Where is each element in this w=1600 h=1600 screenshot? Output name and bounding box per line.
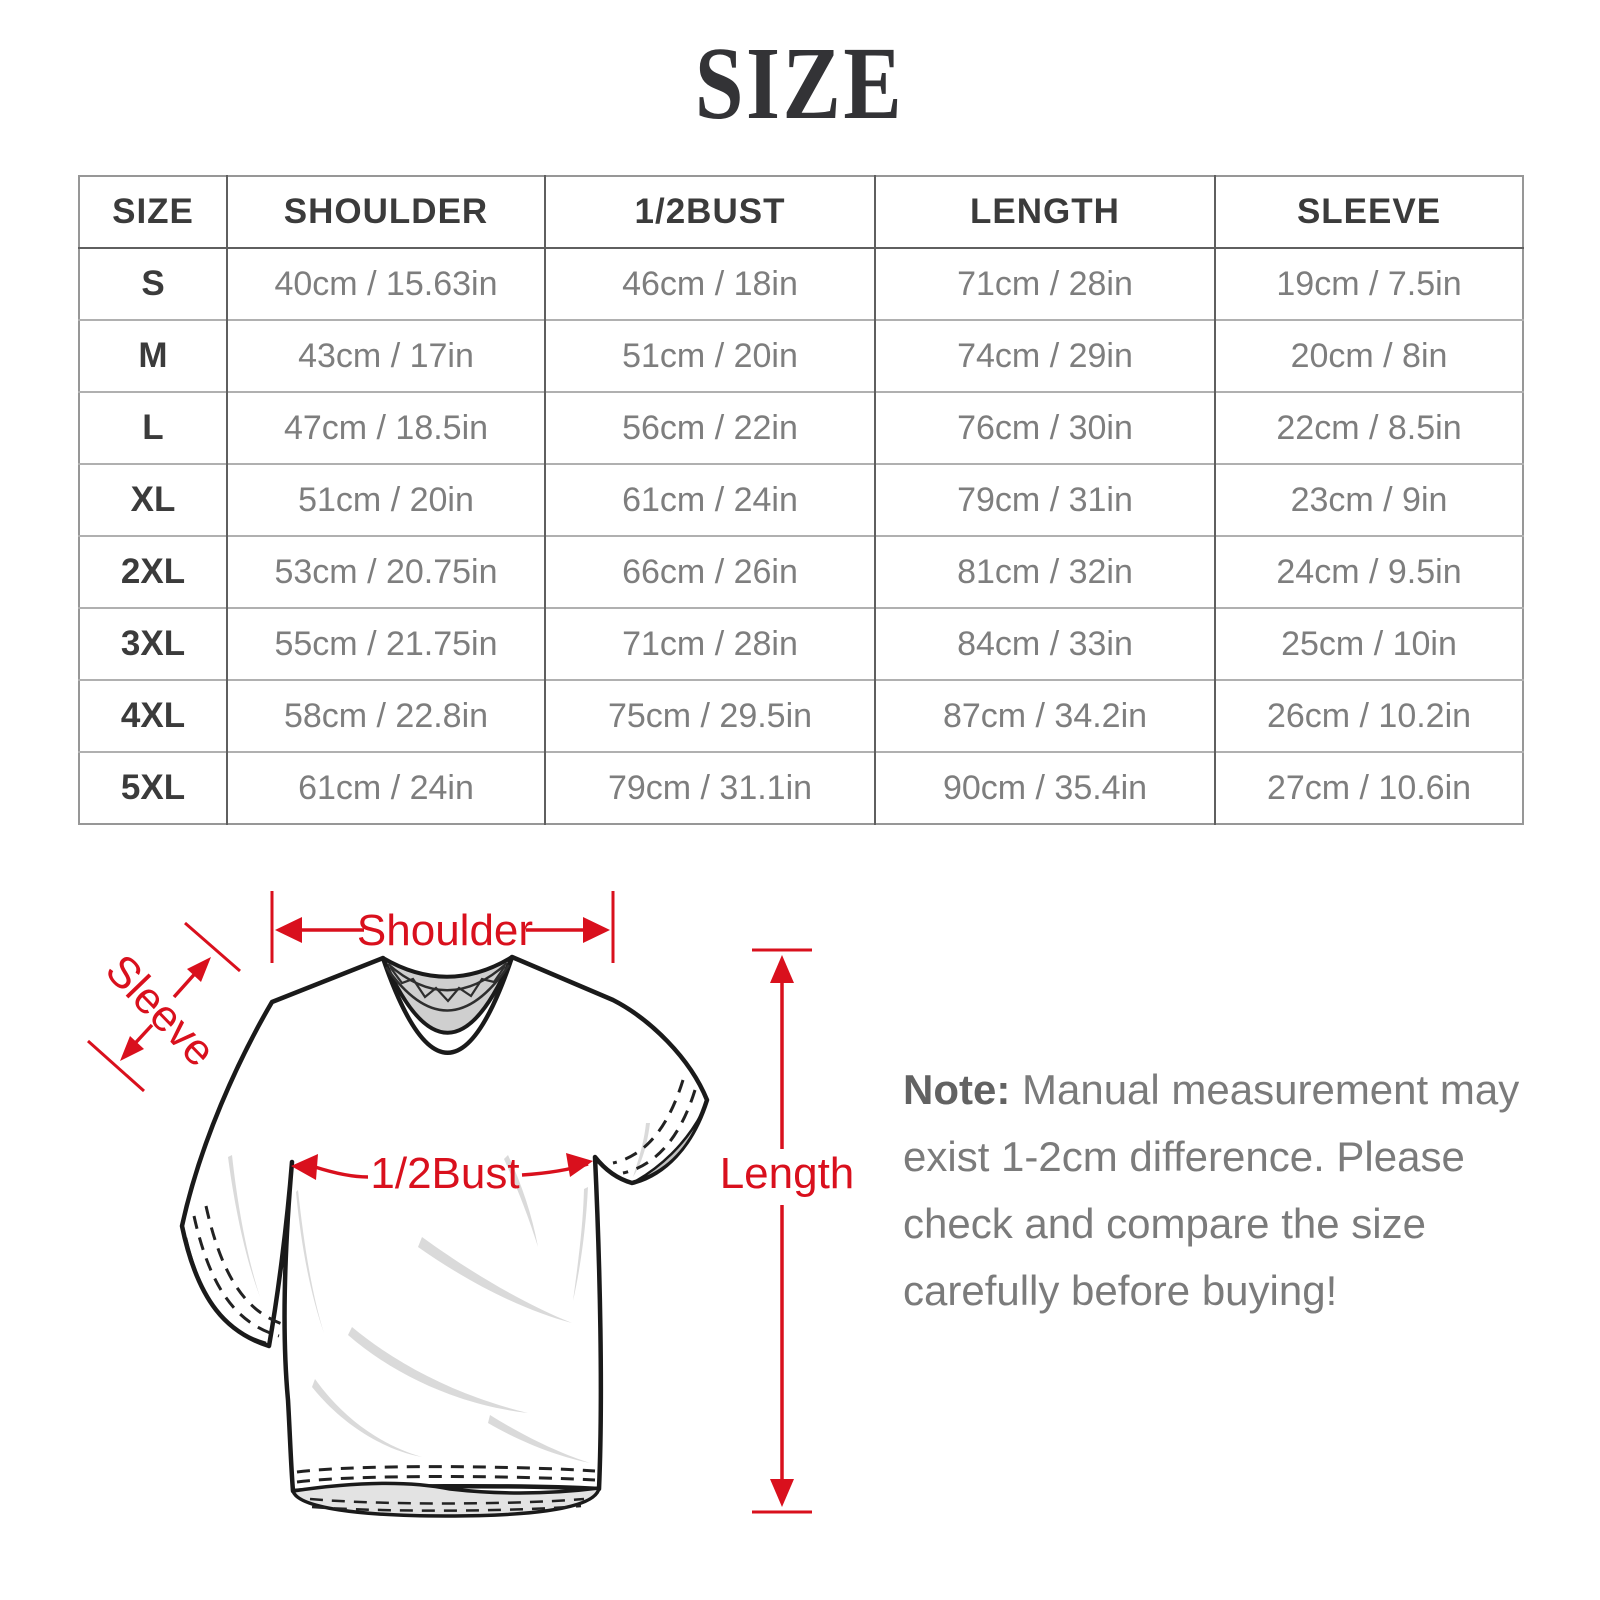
table-header-cell: SHOULDER bbox=[226, 176, 545, 248]
table-cell: 51cm / 20in bbox=[226, 463, 545, 536]
table-row: 2XL 53cm / 20.75in 66cm / 26in 81cm / 32… bbox=[79, 535, 1523, 608]
table-cell: 20cm / 8in bbox=[1214, 319, 1523, 392]
table-cell: 74cm / 29in bbox=[874, 319, 1215, 392]
table-header-cell: SIZE bbox=[112, 192, 194, 231]
table-cell: 90cm / 35.4in bbox=[874, 751, 1215, 824]
table-row: L 47cm / 18.5in 56cm / 22in 76cm / 30in … bbox=[79, 391, 1523, 464]
tshirt-illustration bbox=[179, 954, 710, 1518]
table-cell: 47cm / 18.5in bbox=[226, 391, 545, 464]
table-header-row: SIZE SHOULDER 1/2BUST LENGTH SLEEVE bbox=[79, 176, 1523, 248]
hem-roll-stitching bbox=[309, 1497, 585, 1512]
size-cell: M bbox=[79, 319, 227, 392]
shoulder-label: Shoulder bbox=[357, 906, 533, 955]
length-dimension: Length bbox=[720, 948, 855, 1514]
table-cell: 43cm / 17in bbox=[226, 319, 545, 392]
table-cell: 56cm / 22in bbox=[544, 391, 875, 464]
size-cell: 4XL bbox=[79, 679, 227, 752]
table-cell: 81cm / 32in bbox=[874, 535, 1215, 608]
left-cuff-interior bbox=[184, 1237, 267, 1345]
table-cell: 55cm / 21.75in bbox=[226, 607, 545, 680]
table-cell: 26cm / 10.2in bbox=[1214, 679, 1523, 752]
collar-stitching bbox=[384, 962, 511, 1012]
table-cell: 24cm / 9.5in bbox=[1214, 535, 1523, 608]
table-cell: 25cm / 10in bbox=[1214, 607, 1523, 680]
bust-dimension: 1/2Bust bbox=[291, 1149, 593, 1198]
shoulder-dimension: Shoulder bbox=[270, 891, 615, 963]
size-cell: XL bbox=[79, 463, 227, 536]
table-cell: 61cm / 24in bbox=[226, 751, 545, 824]
note-text: Manual measurement may exist 1-2cm diffe… bbox=[903, 1066, 1520, 1314]
table-cell: 87cm / 34.2in bbox=[874, 679, 1215, 752]
table-cell: 27cm / 10.6in bbox=[1214, 751, 1523, 824]
bust-label: 1/2Bust bbox=[370, 1149, 519, 1198]
table-cell: 66cm / 26in bbox=[544, 535, 875, 608]
table-cell: 46cm / 18in bbox=[544, 247, 875, 320]
page-title-text: SIZE bbox=[695, 26, 905, 141]
length-label: Length bbox=[720, 1149, 855, 1198]
table-cell: 61cm / 24in bbox=[544, 463, 875, 536]
table-row: 5XL 61cm / 24in 79cm / 31.1in 90cm / 35.… bbox=[79, 751, 1523, 824]
sleeve-stitching bbox=[192, 1079, 697, 1338]
table-cell: 79cm / 31.1in bbox=[544, 751, 875, 824]
size-cell: 2XL bbox=[79, 535, 227, 608]
fold-shadows bbox=[228, 1123, 650, 1463]
size-table: SIZE SHOULDER 1/2BUST LENGTH SLEEVE S 40… bbox=[78, 175, 1524, 825]
table-row: XL 51cm / 20in 61cm / 24in 79cm / 31in 2… bbox=[79, 463, 1523, 536]
table-cell: 40cm / 15.63in bbox=[226, 247, 545, 320]
table-header-cell: 1/2BUST bbox=[544, 176, 875, 248]
table-cell: 71cm / 28in bbox=[874, 247, 1215, 320]
right-cuff-interior bbox=[635, 1112, 704, 1183]
hem-roll bbox=[290, 1481, 602, 1518]
table-header-cell: LENGTH bbox=[874, 176, 1215, 248]
size-cell: S bbox=[79, 247, 227, 320]
size-cell: 5XL bbox=[79, 751, 227, 824]
table-cell: 71cm / 28in bbox=[544, 607, 875, 680]
table-cell: 22cm / 8.5in bbox=[1214, 391, 1523, 464]
size-cell: 3XL bbox=[79, 607, 227, 680]
measurement-diagram: Shoulder Sleeve 1/2Bust bbox=[87, 891, 855, 1518]
table-cell: 19cm / 7.5in bbox=[1214, 247, 1523, 320]
neckline-back bbox=[381, 955, 514, 979]
note-label: Note: bbox=[903, 1066, 1011, 1113]
table-cell: 76cm / 30in bbox=[874, 391, 1215, 464]
table-cell: 75cm / 29.5in bbox=[544, 679, 875, 752]
table-row: 4XL 58cm / 22.8in 75cm / 29.5in 87cm / 3… bbox=[79, 679, 1523, 752]
table-row: S 40cm / 15.63in 46cm / 18in 71cm / 28in… bbox=[79, 247, 1523, 320]
table-row: 3XL 55cm / 21.75in 71cm / 28in 84cm / 33… bbox=[79, 607, 1523, 680]
table-cell: 53cm / 20.75in bbox=[226, 535, 545, 608]
size-cell: L bbox=[79, 391, 227, 464]
sleeve-dimension: Sleeve bbox=[87, 921, 241, 1093]
table-cell: 79cm / 31in bbox=[874, 463, 1215, 536]
table-header-cell: SLEEVE bbox=[1214, 176, 1523, 248]
page-title: SIZE bbox=[0, 32, 1600, 136]
tshirt-outline bbox=[179, 954, 710, 1494]
table-row: M 43cm / 17in 51cm / 20in 74cm / 29in 20… bbox=[79, 319, 1523, 392]
measurement-note: Note: Manual measurement may exist 1-2cm… bbox=[903, 1056, 1551, 1324]
table-cell: 23cm / 9in bbox=[1214, 463, 1523, 536]
table-cell: 51cm / 20in bbox=[544, 319, 875, 392]
hem-stitching-upper bbox=[296, 1465, 596, 1484]
table-cell: 58cm / 22.8in bbox=[226, 679, 545, 752]
collar-inner-edge bbox=[381, 956, 514, 1035]
table-cell: 84cm / 33in bbox=[874, 607, 1215, 680]
dimension-annotations: Shoulder Sleeve 1/2Bust bbox=[87, 891, 855, 1514]
